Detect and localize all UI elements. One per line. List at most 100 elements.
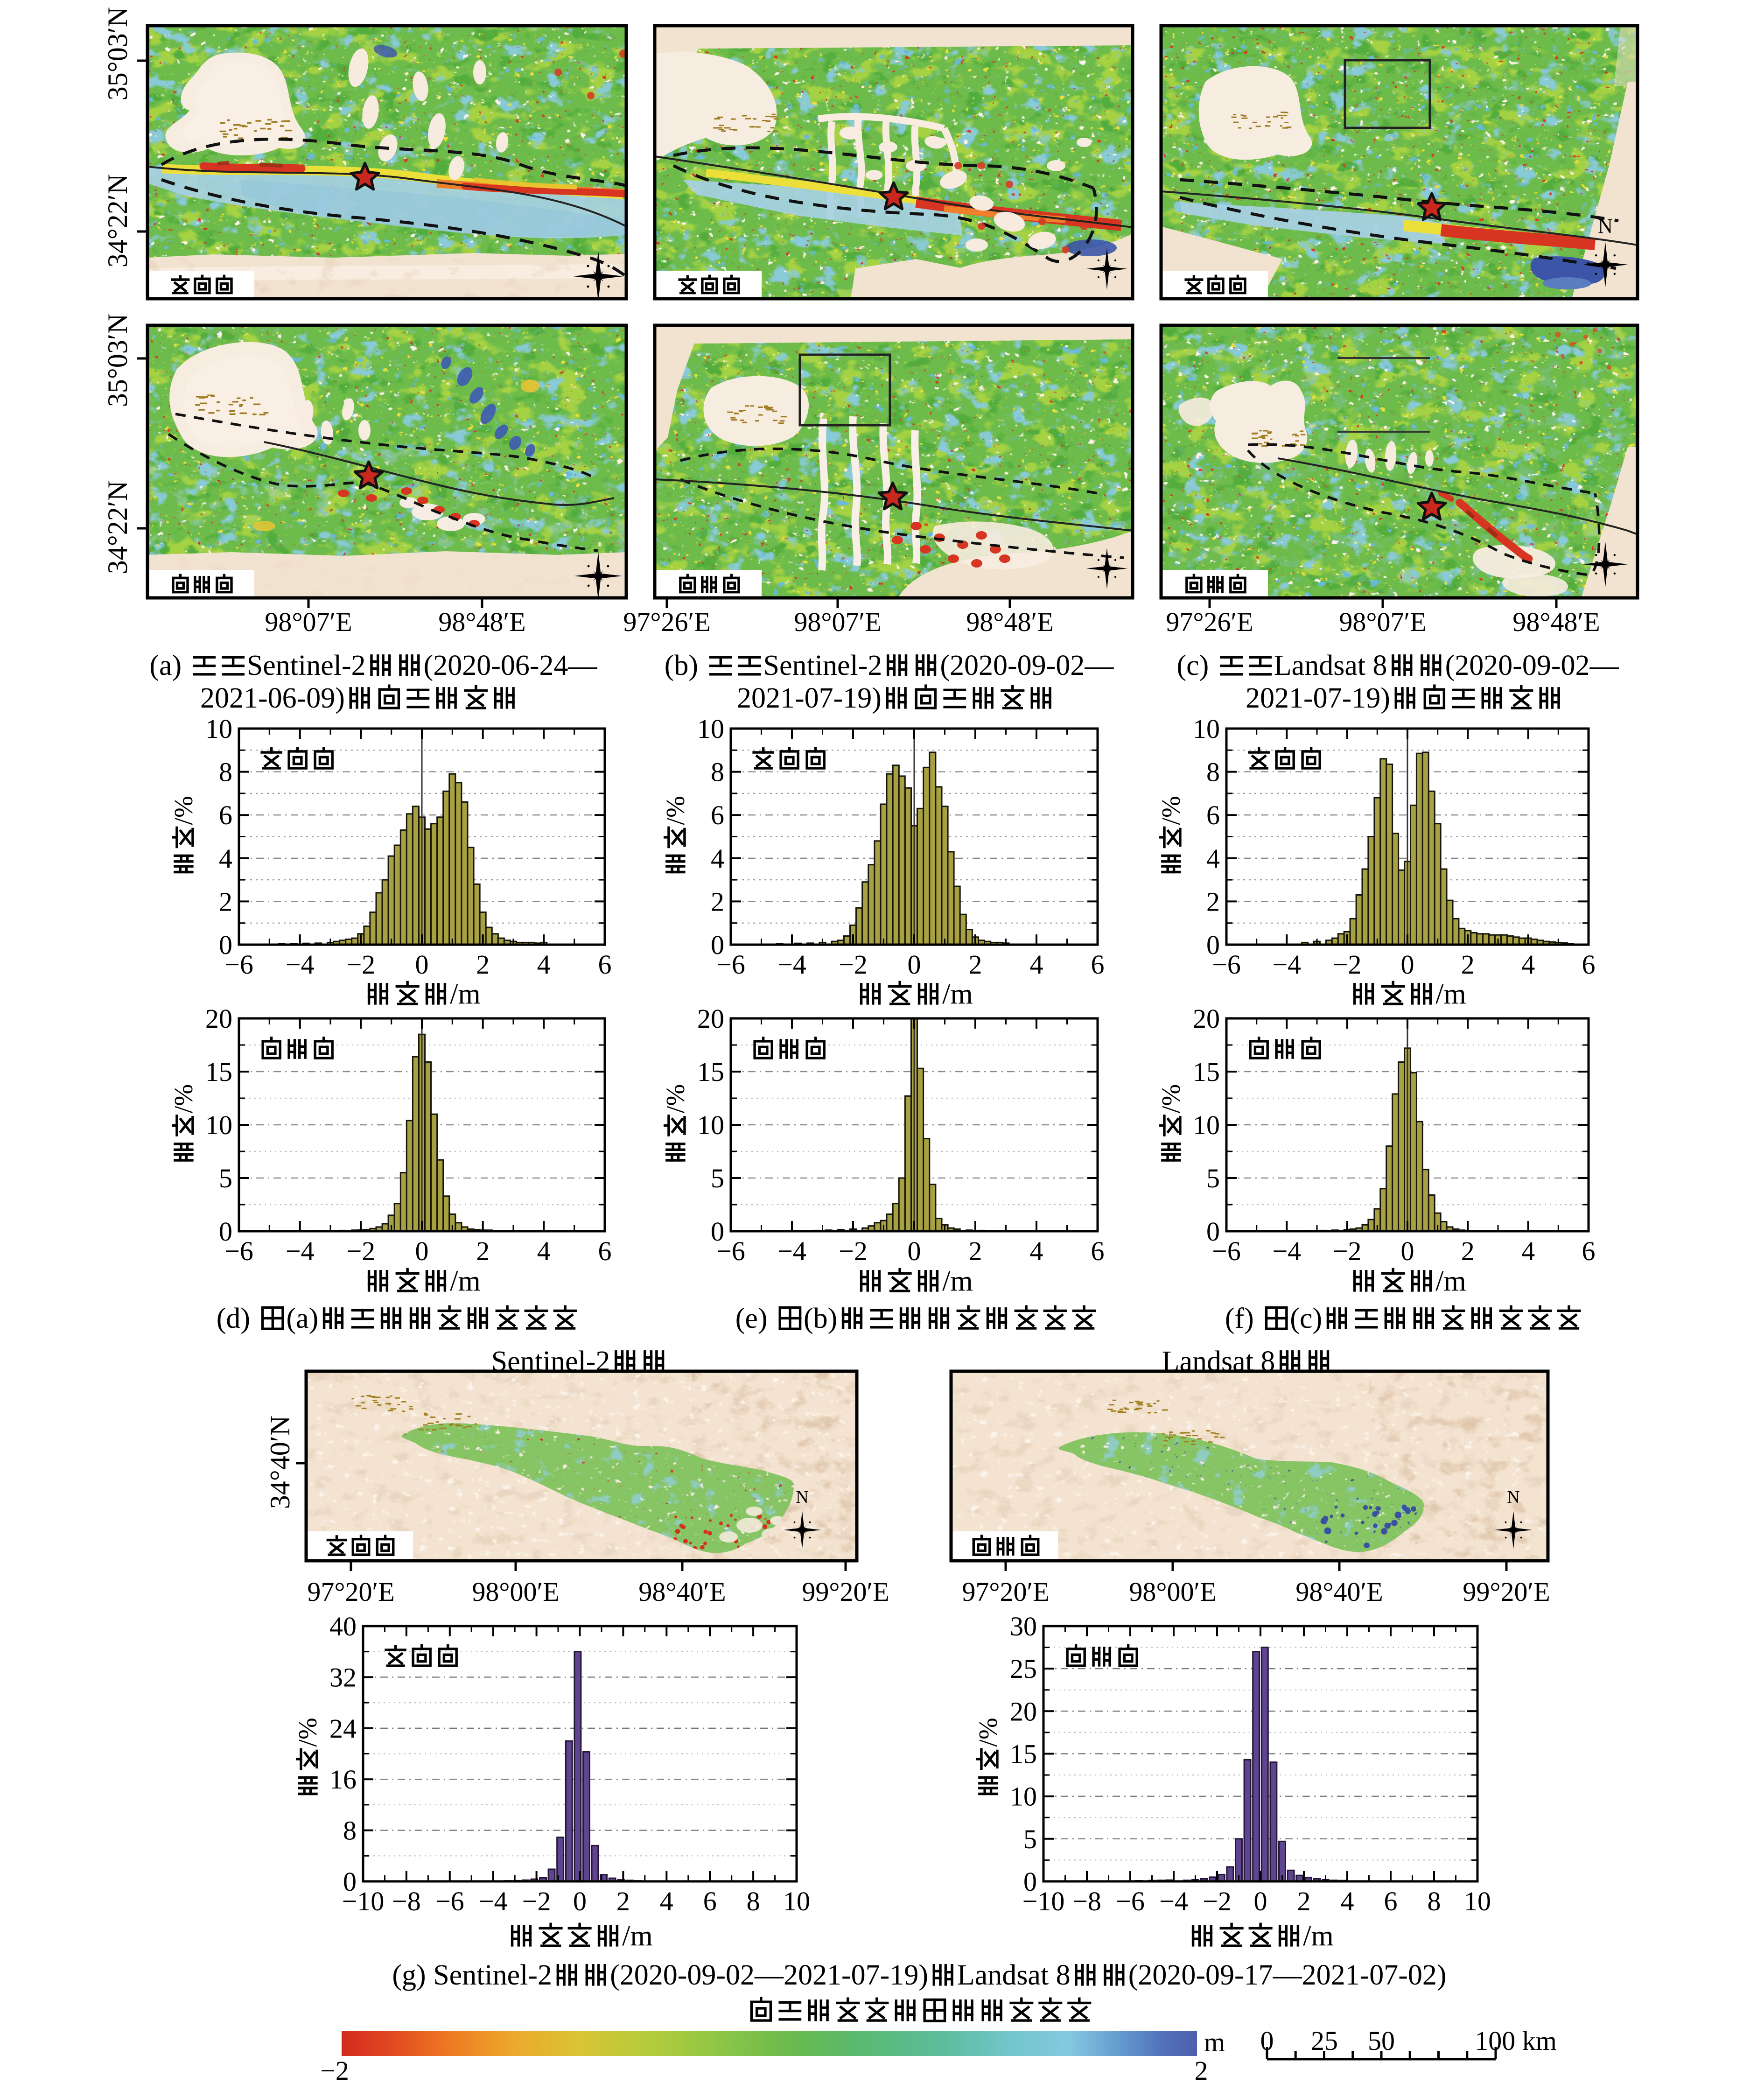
- svg-text:25: 25: [1311, 2026, 1338, 2056]
- svg-text:2: 2: [1297, 1886, 1311, 1916]
- svg-text:(c): (c): [1290, 1303, 1322, 1334]
- svg-text:−4: −4: [1272, 949, 1301, 980]
- svg-text:40: 40: [329, 1611, 357, 1641]
- svg-text:4: 4: [1341, 1886, 1354, 1916]
- svg-text:2: 2: [476, 1236, 490, 1266]
- svg-text:−4: −4: [1272, 1236, 1301, 1266]
- svg-text:6: 6: [711, 800, 724, 830]
- svg-text:10: 10: [1010, 1781, 1037, 1812]
- svg-text:0: 0: [1260, 2026, 1274, 2056]
- svg-text:98°07′E: 98°07′E: [1339, 607, 1426, 637]
- svg-text:0: 0: [1206, 1216, 1220, 1247]
- svg-text:6: 6: [219, 800, 232, 830]
- svg-text:98°00′E: 98°00′E: [1129, 1577, 1216, 1607]
- svg-text:6: 6: [1091, 1236, 1105, 1266]
- svg-text:/%: /%: [1157, 796, 1186, 825]
- svg-text:0: 0: [573, 1886, 587, 1916]
- svg-text:98°48′E: 98°48′E: [1512, 607, 1600, 637]
- svg-text:4: 4: [660, 1886, 673, 1916]
- svg-text:24: 24: [329, 1713, 357, 1744]
- svg-text:10: 10: [1193, 1110, 1220, 1140]
- svg-text:−2: −2: [346, 1236, 375, 1266]
- svg-text:/%: /%: [661, 796, 690, 825]
- svg-text:4: 4: [711, 843, 724, 874]
- svg-text:−4: −4: [777, 1236, 806, 1266]
- svg-text:4: 4: [1521, 1236, 1535, 1266]
- svg-text:/m: /m: [450, 978, 480, 1010]
- svg-text:10: 10: [783, 1886, 810, 1916]
- svg-text:98°07′E: 98°07′E: [265, 607, 352, 637]
- svg-text:Landsat 8: Landsat 8: [957, 1959, 1071, 1991]
- svg-text:(2020-09-17—2021-07-02): (2020-09-17—2021-07-02): [1128, 1959, 1447, 1991]
- svg-text:(b): (b): [665, 650, 706, 681]
- svg-text:97°20′E: 97°20′E: [962, 1577, 1049, 1607]
- svg-text:15: 15: [697, 1057, 724, 1087]
- svg-text:(g): (g): [392, 1959, 433, 1991]
- svg-text:m: m: [1204, 2027, 1225, 2057]
- svg-text:2: 2: [1461, 949, 1475, 980]
- svg-text:/%: /%: [1157, 1084, 1186, 1113]
- svg-text:0: 0: [1254, 1886, 1267, 1916]
- svg-text:/m: /m: [450, 1265, 480, 1297]
- svg-text:98°48′E: 98°48′E: [966, 607, 1053, 637]
- svg-text:2: 2: [1461, 1236, 1475, 1266]
- svg-text:Sentinel-2: Sentinel-2: [763, 650, 882, 681]
- svg-text:97°26′E: 97°26′E: [623, 607, 710, 637]
- svg-text:2021-06-09): 2021-06-09): [200, 682, 345, 714]
- svg-text:2: 2: [1195, 2055, 1208, 2083]
- svg-text:4: 4: [1521, 949, 1535, 980]
- svg-text:/%: /%: [294, 1718, 322, 1746]
- svg-text:6: 6: [598, 949, 612, 980]
- svg-text:N: N: [796, 1487, 808, 1507]
- svg-text:0: 0: [711, 930, 724, 960]
- svg-text:−6: −6: [1116, 1886, 1145, 1916]
- svg-text:−8: −8: [392, 1886, 421, 1916]
- svg-text:20: 20: [1010, 1696, 1037, 1726]
- svg-text:8: 8: [343, 1816, 357, 1846]
- svg-text:(b): (b): [804, 1303, 837, 1334]
- svg-text:−10: −10: [342, 1886, 385, 1916]
- svg-text:−4: −4: [286, 949, 315, 980]
- svg-text:98°07′E: 98°07′E: [794, 607, 881, 637]
- svg-text:10: 10: [697, 1110, 724, 1140]
- svg-text:15: 15: [1010, 1739, 1037, 1769]
- svg-text:2: 2: [476, 949, 490, 980]
- svg-text:/m: /m: [1303, 1920, 1333, 1952]
- svg-text:Sentinel-2: Sentinel-2: [433, 1959, 552, 1991]
- svg-text:−4: −4: [1159, 1886, 1188, 1916]
- svg-text:8: 8: [219, 757, 232, 787]
- svg-text:2: 2: [969, 949, 982, 980]
- svg-text:10: 10: [205, 1110, 232, 1140]
- svg-text:−4: −4: [286, 1236, 315, 1266]
- svg-text:−8: −8: [1072, 1886, 1101, 1916]
- svg-text:15: 15: [205, 1057, 232, 1087]
- svg-text:25: 25: [1010, 1654, 1037, 1684]
- svg-text:−2: −2: [1333, 949, 1362, 980]
- svg-text:5: 5: [1023, 1824, 1037, 1854]
- svg-text:30: 30: [1010, 1611, 1037, 1641]
- svg-text:(a): (a): [287, 1303, 319, 1334]
- svg-text:97°20′E: 97°20′E: [307, 1577, 394, 1607]
- svg-text:−6: −6: [716, 949, 745, 980]
- svg-text:2021-07-19): 2021-07-19): [737, 682, 882, 714]
- svg-text:34°22′N: 34°22′N: [102, 174, 133, 267]
- svg-text:N: N: [1507, 1487, 1519, 1507]
- svg-text:2: 2: [1206, 886, 1220, 917]
- svg-text:(2020-09-02—2021-07-19): (2020-09-02—2021-07-19): [610, 1959, 928, 1991]
- svg-text:8: 8: [711, 757, 724, 787]
- svg-text:20: 20: [697, 1003, 724, 1034]
- svg-text:0: 0: [343, 1866, 357, 1897]
- svg-text:0: 0: [1023, 1866, 1037, 1897]
- svg-text:2: 2: [219, 886, 232, 917]
- svg-text:−6: −6: [435, 1886, 464, 1916]
- svg-text:8: 8: [1206, 757, 1220, 787]
- svg-text:10: 10: [1193, 714, 1220, 744]
- svg-text:(2020-06-24—: (2020-06-24—: [424, 650, 598, 681]
- svg-text:−2: −2: [522, 1886, 551, 1916]
- svg-text:/%: /%: [974, 1718, 1003, 1746]
- svg-text:0: 0: [219, 1216, 232, 1247]
- svg-text:6: 6: [1384, 1886, 1398, 1916]
- svg-text:35°03′N: 35°03′N: [102, 7, 133, 100]
- svg-text:(d): (d): [217, 1303, 258, 1334]
- svg-text:/m: /m: [1435, 978, 1466, 1010]
